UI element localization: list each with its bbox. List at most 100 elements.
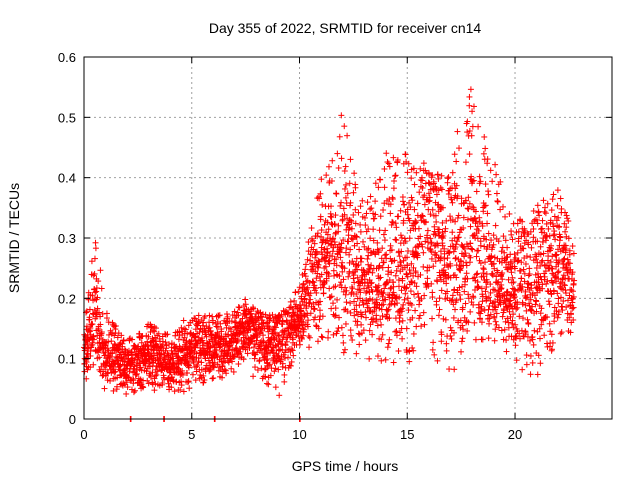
- data-point: [466, 93, 473, 100]
- data-point: [438, 287, 445, 294]
- data-point: [318, 176, 325, 183]
- y-tick-label: 0.2: [58, 291, 76, 306]
- data-point: [391, 173, 398, 180]
- data-point: [408, 194, 415, 201]
- data-point: [114, 334, 121, 341]
- data-point: [452, 185, 459, 192]
- data-point: [363, 210, 370, 217]
- data-point: [233, 319, 240, 326]
- data-point: [442, 225, 449, 232]
- data-point: [120, 380, 127, 387]
- data-point: [494, 198, 501, 205]
- data-point: [395, 277, 402, 284]
- data-point: [352, 206, 359, 213]
- data-point: [91, 270, 98, 277]
- data-point: [185, 322, 192, 329]
- data-point: [544, 233, 551, 240]
- data-point: [436, 295, 443, 302]
- y-tick-label: 0: [69, 412, 76, 427]
- data-point: [356, 341, 363, 348]
- data-point: [463, 270, 470, 277]
- data-point: [530, 225, 537, 232]
- data-point: [331, 313, 338, 320]
- data-point: [112, 322, 119, 329]
- data-point: [542, 204, 549, 211]
- data-point: [189, 371, 196, 378]
- data-point: [421, 292, 428, 299]
- data-point: [265, 381, 272, 388]
- data-point: [452, 255, 459, 262]
- data-point: [517, 267, 524, 274]
- y-tick-label: 0.1: [58, 352, 76, 367]
- data-point: [104, 370, 111, 377]
- data-point: [469, 246, 476, 253]
- data-point: [357, 221, 364, 228]
- data-point: [390, 359, 397, 366]
- data-point: [523, 307, 530, 314]
- data-point: [446, 249, 453, 256]
- data-point: [347, 156, 354, 163]
- data-point: [489, 272, 496, 279]
- data-point: [334, 150, 341, 157]
- data-point: [382, 252, 389, 259]
- data-point: [338, 155, 345, 162]
- y-tick-label: 0.6: [58, 50, 76, 65]
- data-point: [449, 199, 456, 206]
- data-point: [134, 356, 141, 363]
- data-point: [281, 378, 288, 385]
- data-point: [408, 175, 415, 182]
- data-point: [531, 327, 538, 334]
- data-point: [457, 296, 464, 303]
- data-point: [349, 336, 356, 343]
- data-point: [434, 171, 441, 178]
- data-point: [370, 315, 377, 322]
- data-point: [92, 245, 99, 252]
- data-point: [463, 262, 470, 269]
- data-point: [420, 160, 427, 167]
- data-point: [396, 318, 403, 325]
- data-point: [319, 334, 326, 341]
- data-point: [550, 191, 557, 198]
- data-point: [414, 200, 421, 207]
- data-point: [358, 255, 365, 262]
- data-point: [389, 218, 396, 225]
- data-point: [392, 272, 399, 279]
- data-point: [347, 327, 354, 334]
- data-point: [316, 307, 323, 314]
- data-point: [525, 320, 532, 327]
- data-point: [342, 163, 349, 170]
- data-point: [123, 379, 130, 386]
- data-point: [473, 253, 480, 260]
- data-point: [133, 371, 140, 378]
- data-point: [378, 321, 385, 328]
- data-point: [541, 332, 548, 339]
- data-point: [381, 184, 388, 191]
- data-point: [558, 205, 565, 212]
- data-point: [416, 189, 423, 196]
- data-point: [480, 150, 487, 157]
- data-point: [126, 368, 133, 375]
- data-point: [385, 340, 392, 347]
- data-point: [538, 259, 545, 266]
- data-point: [341, 123, 348, 130]
- data-point: [545, 298, 552, 305]
- data-point: [449, 229, 456, 236]
- data-point: [363, 314, 370, 321]
- data-point: [129, 355, 136, 362]
- data-point: [481, 202, 488, 209]
- data-point: [360, 238, 367, 245]
- data-point: [87, 364, 94, 371]
- data-point: [508, 231, 515, 238]
- data-point: [129, 336, 136, 343]
- data-point: [97, 321, 104, 328]
- data-point: [565, 217, 572, 224]
- data-point: [548, 207, 555, 214]
- data-point: [305, 239, 312, 246]
- data-point: [429, 294, 436, 301]
- data-point: [131, 387, 138, 394]
- data-point: [118, 332, 125, 339]
- data-point: [342, 320, 349, 327]
- data-point: [449, 292, 456, 299]
- data-point: [411, 181, 418, 188]
- data-point: [340, 339, 347, 346]
